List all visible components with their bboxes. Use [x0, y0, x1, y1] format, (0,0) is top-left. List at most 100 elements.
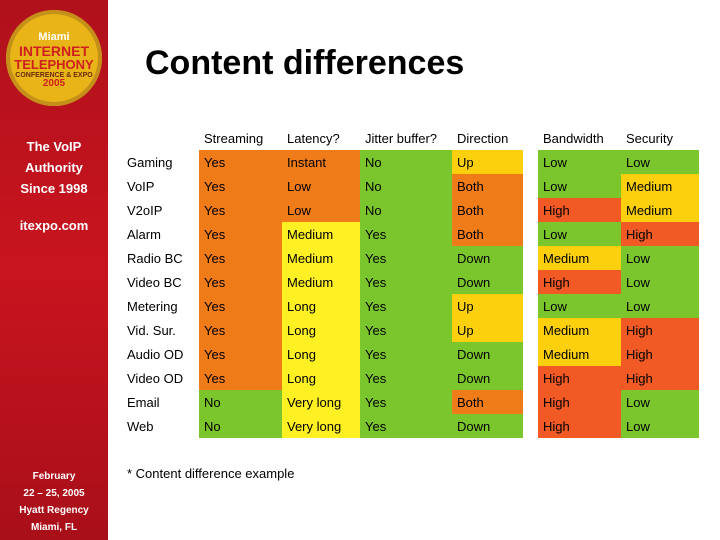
- table-cell: Low: [538, 150, 621, 174]
- table-cell: Yes: [199, 198, 282, 222]
- table-cell: Medium: [282, 270, 360, 294]
- column-header: [523, 126, 538, 150]
- site-url: itexpo.com: [19, 218, 89, 233]
- column-gap: [523, 270, 538, 294]
- table-row: Alarm Yes Medium Yes Both Low High: [122, 222, 699, 246]
- column-gap: [523, 294, 538, 318]
- table-cell: Low: [621, 150, 699, 174]
- table-cell: Yes: [199, 270, 282, 294]
- table-row: Video OD Yes Long Yes Down High High: [122, 366, 699, 390]
- table-cell: Yes: [360, 390, 452, 414]
- table-row: V2oIP Yes Low No Both High Medium: [122, 198, 699, 222]
- table-cell: Yes: [360, 414, 452, 438]
- table-cell: Down: [452, 342, 523, 366]
- table-cell: Yes: [360, 222, 452, 246]
- table-cell: Long: [282, 318, 360, 342]
- event-info: February 22 – 25, 2005 Hyatt Regency Mia…: [2, 468, 106, 536]
- table-cell: Yes: [360, 294, 452, 318]
- table-cell: Very long: [282, 414, 360, 438]
- table-cell: Low: [621, 414, 699, 438]
- logo-conference: CONFERENCE & EXPO: [15, 71, 93, 79]
- table-cell: Up: [452, 150, 523, 174]
- event-location: Miami, FL: [30, 522, 78, 533]
- table-cell: Medium: [621, 174, 699, 198]
- table-cell: Low: [621, 270, 699, 294]
- row-label: Web: [127, 418, 154, 434]
- table-row: Audio OD Yes Long Yes Down Medium High: [122, 342, 699, 366]
- table-cell: Up: [452, 318, 523, 342]
- table-cell: High: [538, 366, 621, 390]
- table-cell: Yes: [199, 294, 282, 318]
- table-cell: Medium: [621, 198, 699, 222]
- table-cell: Down: [452, 246, 523, 270]
- column-header: Latency?: [287, 130, 340, 146]
- table-row: Radio BC Yes Medium Yes Down Medium Low: [122, 246, 699, 270]
- table-cell: Medium: [538, 318, 621, 342]
- table-header-row: Streaming Latency? Jitter buffer? Direction…: [122, 126, 699, 150]
- table-cell: Long: [282, 366, 360, 390]
- table-cell: Yes: [199, 174, 282, 198]
- table-cell: Medium: [538, 342, 621, 366]
- event-sidebar: Miami INTERNET TELEPHONY CONFERENCE & EX…: [0, 0, 108, 540]
- table-cell: High: [538, 390, 621, 414]
- table-cell: No: [199, 414, 282, 438]
- column-header: Streaming: [204, 130, 264, 146]
- table-cell: Low: [621, 294, 699, 318]
- table-cell: Medium: [282, 246, 360, 270]
- table-cell: Yes: [199, 150, 282, 174]
- tagline-line-1: The VoIP: [26, 139, 82, 154]
- table-cell: Low: [538, 294, 621, 318]
- table-cell: High: [538, 414, 621, 438]
- tagline: The VoIP Authority Since 1998: [8, 136, 100, 199]
- table-cell: No: [360, 198, 452, 222]
- table-cell: Down: [452, 366, 523, 390]
- tagline-line-3: Since 1998: [20, 181, 88, 196]
- table-cell: Both: [452, 222, 523, 246]
- table-cell: Yes: [199, 246, 282, 270]
- table-cell: Up: [452, 294, 523, 318]
- table-cell: Medium: [282, 222, 360, 246]
- table-cell: Down: [452, 414, 523, 438]
- table-row: Video BC Yes Medium Yes Down High Low: [122, 270, 699, 294]
- table-cell: Yes: [360, 246, 452, 270]
- event-month: February: [32, 471, 76, 482]
- column-gap: [523, 366, 538, 390]
- row-label: Metering: [127, 298, 178, 314]
- table-cell: Yes: [360, 270, 452, 294]
- table-cell: High: [621, 366, 699, 390]
- content-differences-table: Streaming Latency? Jitter buffer? Direction…: [122, 126, 699, 438]
- table-cell: Yes: [199, 342, 282, 366]
- table-cell: Both: [452, 390, 523, 414]
- table-cell: Low: [282, 198, 360, 222]
- column-gap: [523, 174, 538, 198]
- column-gap: [523, 222, 538, 246]
- column-gap: [523, 390, 538, 414]
- slide-title: Content differences: [145, 44, 465, 82]
- row-label: Video OD: [127, 370, 184, 386]
- table-cell: Instant: [282, 150, 360, 174]
- column-gap: [523, 246, 538, 270]
- row-label: Radio BC: [127, 250, 183, 266]
- table-cell: Long: [282, 294, 360, 318]
- table-cell: Down: [452, 270, 523, 294]
- logo-year: 2005: [42, 78, 66, 90]
- table-cell: High: [621, 222, 699, 246]
- column-header: Bandwidth: [543, 130, 604, 146]
- table-row: VoIP Yes Low No Both Low Medium: [122, 174, 699, 198]
- row-label: V2oIP: [127, 202, 163, 218]
- table-cell: Low: [282, 174, 360, 198]
- footnote: * Content difference example: [127, 466, 295, 481]
- table-cell: Yes: [360, 366, 452, 390]
- logo-text: Miami INTERNET TELEPHONY CONFERENCE & EX…: [6, 31, 102, 90]
- table-cell: Yes: [199, 222, 282, 246]
- row-label: Video BC: [127, 274, 182, 290]
- table-cell: Long: [282, 342, 360, 366]
- table-row: Web No Very long Yes Down High Low: [122, 414, 699, 438]
- table-cell: Low: [621, 246, 699, 270]
- table-cell: Yes: [199, 318, 282, 342]
- row-label: Vid. Sur.: [127, 322, 176, 338]
- logo-internet: INTERNET: [19, 42, 89, 59]
- row-label: Audio OD: [127, 346, 184, 362]
- column-header: Security: [626, 130, 673, 146]
- logo-telephony: TELEPHONY: [14, 57, 94, 73]
